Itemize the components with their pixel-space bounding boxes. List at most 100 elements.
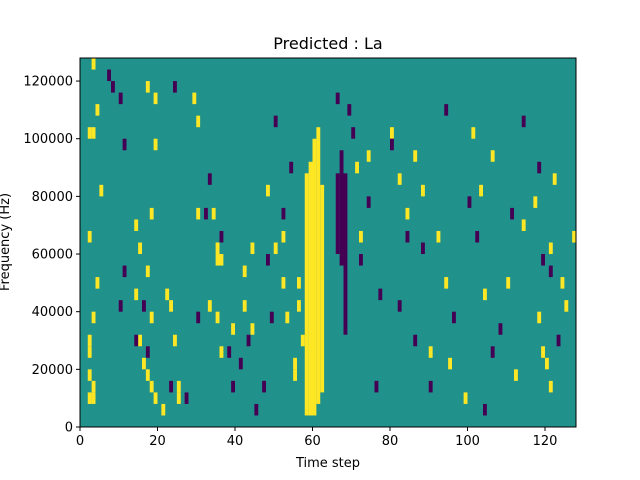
- heatmap-cell-high: [242, 300, 247, 312]
- heatmap-cell-high: [293, 357, 297, 370]
- heatmap-cell-low: [359, 254, 363, 266]
- heatmap-cell-low: [289, 161, 294, 174]
- heatmap-cell-high: [87, 346, 92, 358]
- heatmap-cell-low: [405, 230, 410, 243]
- heatmap-cell-high: [231, 323, 235, 335]
- heatmap-cell-high: [169, 300, 173, 312]
- heatmap-cell-high: [545, 357, 549, 370]
- heatmap-cell-low: [521, 115, 526, 128]
- heatmap-cell-low: [169, 380, 173, 393]
- heatmap-cell-high: [87, 230, 92, 243]
- heatmap-low-band: [335, 173, 340, 255]
- heatmap-cell-high: [463, 392, 468, 404]
- heatmap-cell-high: [219, 346, 224, 358]
- y-tick-label: 0: [65, 421, 73, 436]
- heatmap-cell-high: [95, 104, 100, 116]
- heatmap-cell-low: [204, 207, 208, 220]
- heatmap-high-band: [308, 161, 313, 416]
- heatmap-cell-high: [281, 230, 286, 243]
- y-tick-label: 100000: [23, 132, 73, 147]
- heatmap-cell-low: [483, 403, 487, 416]
- heatmap-cell-high: [196, 207, 201, 220]
- heatmap-cell-low: [335, 92, 340, 105]
- heatmap-cell-low: [184, 392, 189, 404]
- heatmap-cell-high: [572, 230, 576, 243]
- heatmap-cell-high: [506, 277, 511, 289]
- heatmap-cell-high: [293, 369, 297, 381]
- heatmap-cell-high: [490, 150, 495, 162]
- plot-frame: [79, 57, 577, 428]
- heatmap-cell-low: [475, 230, 480, 243]
- x-tick-label: 20: [149, 434, 166, 449]
- x-tick-label: 120: [533, 434, 558, 449]
- heatmap-cell-high: [207, 300, 212, 312]
- heatmap-cell-high: [444, 277, 449, 289]
- heatmap-cell-high: [390, 127, 394, 139]
- heatmap-cell-high: [176, 392, 181, 404]
- heatmap-cell-high: [366, 150, 371, 162]
- heatmap-cell-low: [207, 173, 212, 185]
- heatmap-cell-high: [149, 207, 154, 220]
- heatmap-cell-low: [246, 334, 251, 347]
- heatmap-cell-high: [285, 311, 290, 324]
- x-tick-label: 60: [304, 434, 321, 449]
- heatmap-cell-high: [138, 242, 142, 255]
- heatmap-cell-low: [227, 346, 232, 358]
- heatmap-cell-low: [254, 403, 259, 416]
- heatmap-cell-high: [250, 323, 255, 335]
- heatmap-cell-high: [548, 242, 553, 255]
- heatmap-cell-high: [91, 311, 96, 324]
- heatmap-cell-high: [242, 265, 247, 278]
- heatmap-cells: [87, 58, 576, 416]
- heatmap-high-band: [304, 173, 309, 416]
- heatmap-cell-high: [250, 242, 255, 255]
- heatmap-cell-high: [91, 127, 96, 139]
- heatmap-cell-high: [161, 403, 166, 416]
- heatmap-cell-high: [176, 380, 181, 393]
- y-tick-label: 60000: [32, 248, 73, 263]
- y-axis-label: Frequency (Hz): [0, 193, 13, 291]
- heatmap-cell-high: [145, 369, 150, 381]
- heatmap-cell-low: [266, 254, 270, 266]
- heatmap-cell-low: [548, 265, 553, 278]
- heatmap-cell-high: [514, 369, 518, 381]
- x-axis-ticks: 0 20 40 60 80 100 120: [76, 427, 558, 449]
- heatmap-cell-high: [359, 230, 363, 243]
- heatmap-cell-low: [467, 196, 472, 208]
- heatmap-cell-low: [444, 104, 449, 116]
- heatmap-cell-low: [366, 196, 371, 208]
- heatmap-cell-low: [390, 138, 394, 151]
- heatmap-cell-high: [428, 346, 433, 358]
- heatmap-cell-low: [490, 346, 495, 358]
- heatmap-cell-low: [556, 334, 561, 347]
- heatmap-cell-low: [452, 311, 456, 324]
- heatmap-cell-low: [498, 323, 503, 335]
- heatmap-cell-high: [173, 334, 177, 347]
- heatmap-cell-high: [537, 311, 542, 324]
- heatmap-cell-high: [521, 219, 526, 231]
- heatmap-cell-high: [479, 184, 483, 197]
- y-tick-label: 40000: [32, 305, 73, 320]
- heatmap-cell-high: [219, 254, 224, 266]
- heatmap-cell-low: [269, 311, 274, 324]
- heatmap-cell-high: [548, 380, 553, 393]
- heatmap-cell-low: [378, 288, 383, 301]
- heatmap-cell-high: [564, 300, 569, 312]
- heatmap-cell-high: [541, 346, 545, 358]
- heatmap-cell-high: [215, 254, 220, 266]
- heatmap-high-band: [320, 184, 325, 393]
- y-tick-label: 20000: [32, 363, 73, 378]
- heatmap-cell-low: [111, 81, 115, 93]
- heatmap-cell-high: [99, 184, 104, 197]
- heatmap-cell-high: [281, 277, 286, 289]
- heatmap-cell-high: [196, 115, 201, 128]
- heatmap-cell-high: [483, 288, 487, 301]
- heatmap-cell-high: [153, 92, 158, 105]
- heatmap-cell-high: [436, 230, 441, 243]
- heatmap-cell-low: [142, 300, 146, 312]
- heatmap-cell-low: [231, 380, 235, 393]
- heatmap-cell-low: [219, 230, 224, 243]
- heatmap-cell-high: [153, 138, 158, 151]
- heatmap-cell-high: [413, 150, 418, 162]
- heatmap-cell-high: [300, 334, 305, 347]
